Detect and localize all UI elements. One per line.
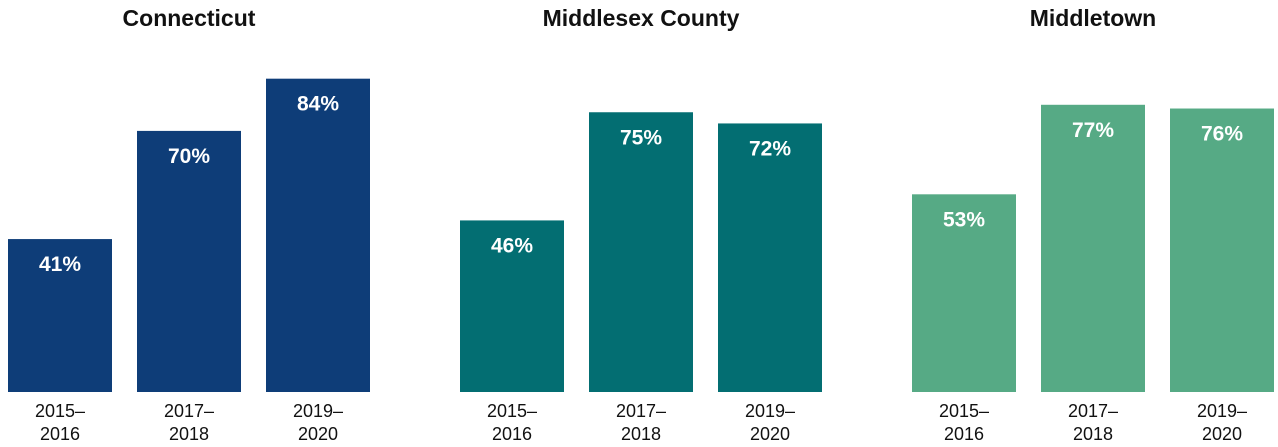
bar bbox=[718, 123, 822, 392]
bar-value-label: 53% bbox=[943, 208, 985, 231]
bar-value-label: 72% bbox=[749, 137, 791, 160]
x-tick-label-line: 2017– bbox=[164, 401, 214, 421]
x-tick-label: 2017– 2018 bbox=[1068, 401, 1118, 444]
x-tick-label: 2019– 2020 bbox=[745, 401, 795, 444]
bar-value-label: 41% bbox=[39, 253, 81, 276]
bar bbox=[460, 220, 564, 392]
bar bbox=[266, 78, 370, 393]
bar bbox=[1041, 104, 1145, 392]
bar-value-label: 77% bbox=[1072, 119, 1114, 142]
x-tick-label-line: 2020 bbox=[750, 424, 790, 444]
x-tick-label-line: 2018 bbox=[169, 424, 209, 444]
bar-value-label: 46% bbox=[491, 234, 533, 257]
x-tick-label: 2019– 2020 bbox=[1197, 401, 1247, 444]
x-tick-label-line: 2020 bbox=[298, 424, 338, 444]
x-tick-label-line: 2016 bbox=[492, 424, 532, 444]
bar bbox=[912, 194, 1016, 392]
bar bbox=[589, 112, 693, 392]
bar bbox=[8, 239, 112, 392]
x-tick-label: 2015– 2016 bbox=[939, 401, 989, 444]
chart-panel-connecticut: Connecticut 41% 2015– 2016 70% 2017– 2018 84% 2… bbox=[8, 5, 370, 444]
x-tick-label: 2017– 2018 bbox=[616, 401, 666, 444]
x-tick-label-line: 2016 bbox=[944, 424, 984, 444]
chart-title: Middletown bbox=[1030, 5, 1156, 31]
bar-value-label: 75% bbox=[620, 126, 662, 149]
x-tick-label-line: 2018 bbox=[1073, 424, 1113, 444]
x-tick-label: 2015– 2016 bbox=[487, 401, 537, 444]
x-tick-label-line: 2015– bbox=[487, 401, 537, 421]
x-tick-label: 2019– 2020 bbox=[293, 401, 343, 444]
x-tick-label-line: 2015– bbox=[939, 401, 989, 421]
x-tick-label-line: 2019– bbox=[745, 401, 795, 421]
chart-panel-middletown: Middletown 53% 2015– 2016 77% 2017– 2018 76% 20… bbox=[912, 5, 1274, 444]
bar-value-label: 70% bbox=[168, 145, 210, 168]
bar-value-label: 76% bbox=[1201, 123, 1243, 146]
x-tick-label-line: 2018 bbox=[621, 424, 661, 444]
x-tick-label: 2017– 2018 bbox=[164, 401, 214, 444]
x-tick-label-line: 2019– bbox=[293, 401, 343, 421]
chart-title: Connecticut bbox=[123, 5, 256, 31]
chart-title: Middlesex County bbox=[543, 5, 740, 31]
x-tick-label-line: 2019– bbox=[1197, 401, 1247, 421]
x-tick-label-line: 2017– bbox=[616, 401, 666, 421]
x-tick-label-line: 2015– bbox=[35, 401, 85, 421]
bar bbox=[1170, 108, 1274, 393]
bar-value-label: 84% bbox=[297, 93, 339, 116]
x-tick-label-line: 2020 bbox=[1202, 424, 1242, 444]
x-tick-label-line: 2017– bbox=[1068, 401, 1118, 421]
x-tick-label-line: 2016 bbox=[40, 424, 80, 444]
x-tick-label: 2015– 2016 bbox=[35, 401, 85, 444]
bar bbox=[137, 130, 241, 392]
